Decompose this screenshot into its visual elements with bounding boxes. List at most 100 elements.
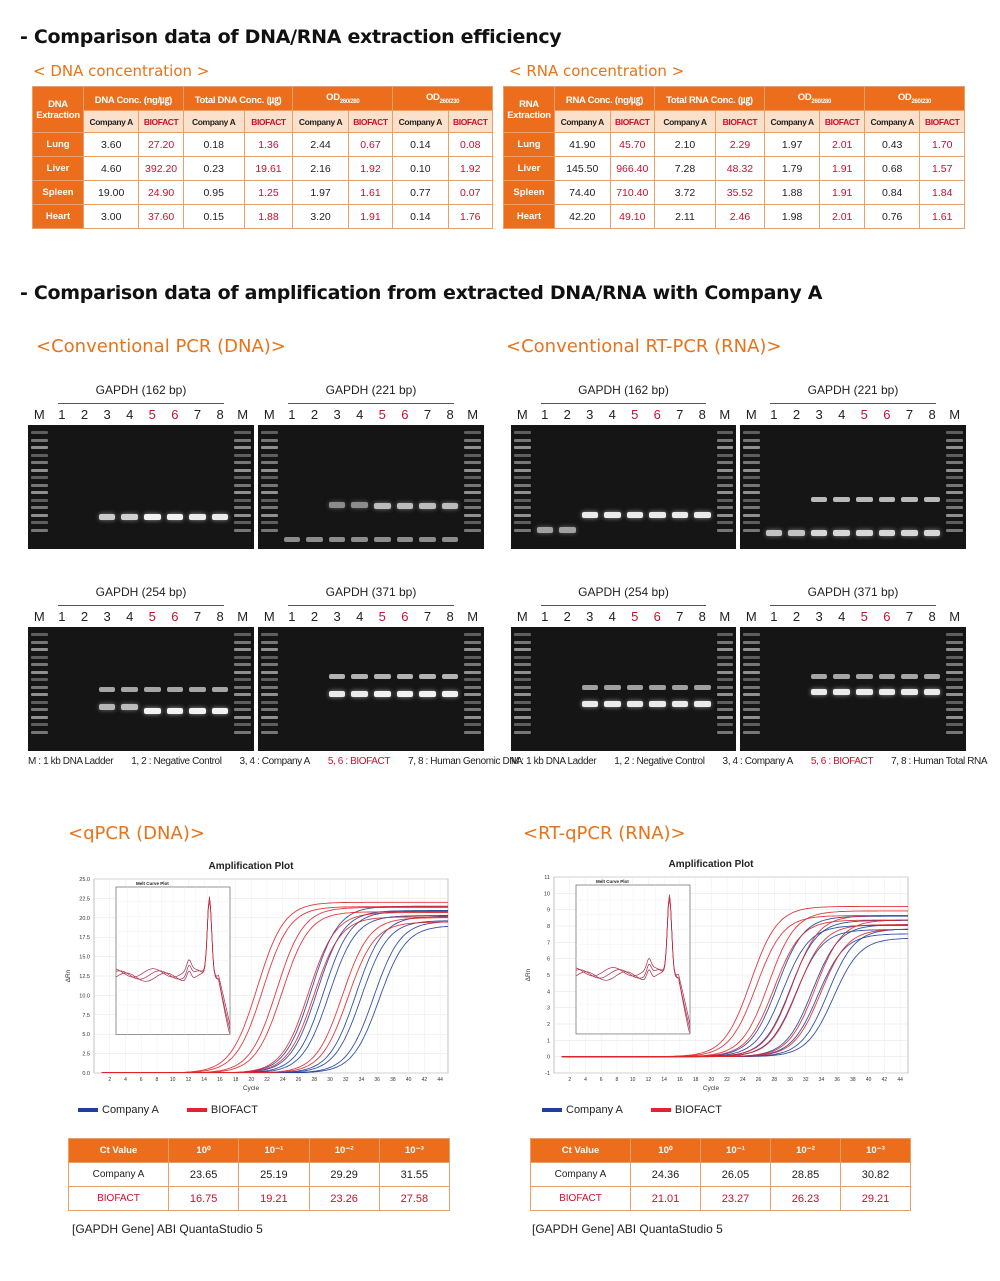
ladder-band [261,431,278,434]
ladder-band [261,700,278,704]
dna-band [901,689,918,695]
ladder-band [234,438,251,442]
ladder-band [946,498,963,502]
pcr-rna-legend: M : 1 kb DNA Ladder 1, 2 : Negative Contr… [511,756,988,767]
ladder-band [716,708,733,711]
gel-title: GAPDH (371 bp) [807,585,899,599]
y-tick-label: -1 [545,1071,550,1077]
lane-label: 2 [80,609,89,624]
ladder-band [716,513,733,517]
ladder-band [31,708,48,711]
ladder-band [261,648,278,651]
ladder-band [514,468,531,472]
ladder-band [464,633,481,636]
y-tick-label: 2 [547,1022,550,1028]
ladder-band [261,640,278,644]
dna-band-upper [878,674,896,680]
row-label: BIOFACT [530,1186,631,1211]
ladder-band [234,700,251,704]
ladder-band [31,640,48,644]
dna-band [536,526,553,533]
lane-label: 3 [586,609,594,624]
lane-label: 3 [103,407,111,422]
dna-band [878,689,896,695]
ladder-band [31,723,48,726]
ladder-band [464,506,481,509]
ladder-band [464,528,481,532]
qpcr-dna-amplification-plot: Amplification Plot 0.0 2.5 5.0 7.5 10.0 12.5 15… [65,861,449,1092]
qpcr-rna-legend: Company A BIOFACT [542,1104,722,1116]
ladder-band [514,461,531,464]
ct-header-cell: 10⁻¹ [238,1138,310,1163]
ladder-band [716,730,733,734]
ladder-band [743,685,760,689]
x-axis-label: Cycle [243,1085,260,1092]
table-cell: 30.82 [840,1162,911,1187]
ladder-band [716,693,733,696]
lane-label: 6 [171,407,179,422]
ladder-band [743,453,760,457]
ladder-band [31,513,48,517]
x-tick-label: 26 [756,1077,762,1083]
table-cell: 26.05 [700,1162,771,1187]
ladder-band [514,655,531,659]
row-label: Lung [503,132,555,157]
dna-band [581,511,598,518]
ladder-band [261,685,278,689]
subhead-biofact: BIOFACT [243,110,294,133]
lane-label: 1 [770,609,778,624]
table-row: Lung 41.90 45.70 2.10 2.29 1.97 2.01 0.43 1.70 [503,132,965,157]
y-tick-label: 25.0 [79,877,90,883]
ladder-band [946,648,963,651]
x-tick-label: 4 [584,1077,587,1083]
lane-label: M [745,407,757,422]
x-tick-label: 22 [264,1077,270,1083]
subhead-company-a: Company A [392,110,449,133]
lane-label: 7 [676,407,684,422]
ladder-band [946,491,963,494]
y-tick-label: 11 [544,875,550,881]
table-cell: 23.27 [700,1186,771,1211]
table-corner: RNA Extraction [503,86,555,133]
gel-image [28,627,254,751]
x-tick-label: 30 [787,1077,793,1083]
lane-label: M [516,407,528,422]
subhead-company-a: Company A [763,110,821,133]
lane-label: 5 [148,407,156,422]
x-tick-label: 4 [124,1077,127,1083]
lane-label: 5 [860,609,868,624]
gel-title-underline [770,403,936,404]
ladder-band [716,461,733,464]
ladder-band [743,506,760,509]
ladder-band [31,633,48,636]
ladder-band [716,438,733,442]
x-tick-label: 36 [834,1077,840,1083]
table-cell: 1.79 [763,156,821,181]
lane-label: 2 [792,609,801,624]
ladder-band [716,715,733,719]
ladder-band [716,670,733,674]
subhead-company-a: Company A [863,110,921,133]
ladder-band [31,521,48,524]
row-label: Heart [32,204,84,229]
ladder-band [31,453,48,457]
lane-label: M [467,609,479,624]
dna-band [211,514,229,521]
ladder-band [946,693,963,696]
dna-concentration-table: DNA Extraction DNA Conc. (ng/㎍) Total DNA… [32,86,494,229]
ladder-band [514,528,531,532]
gel-image [740,627,966,751]
ladder-band [743,633,760,636]
x-tick-label: 10 [630,1077,636,1083]
dna-band [856,689,873,695]
y-tick-label: 0.0 [82,1071,90,1077]
inset-title: Melt Curve Plot [136,881,169,886]
gel-title-underline [58,605,224,606]
x-tick-label: 38 [850,1077,856,1083]
lane-label: 4 [838,609,846,624]
ladder-band [234,498,251,502]
subhead-company-a: Company A [82,110,140,133]
ladder-band [743,476,760,479]
dna-band [559,526,576,533]
